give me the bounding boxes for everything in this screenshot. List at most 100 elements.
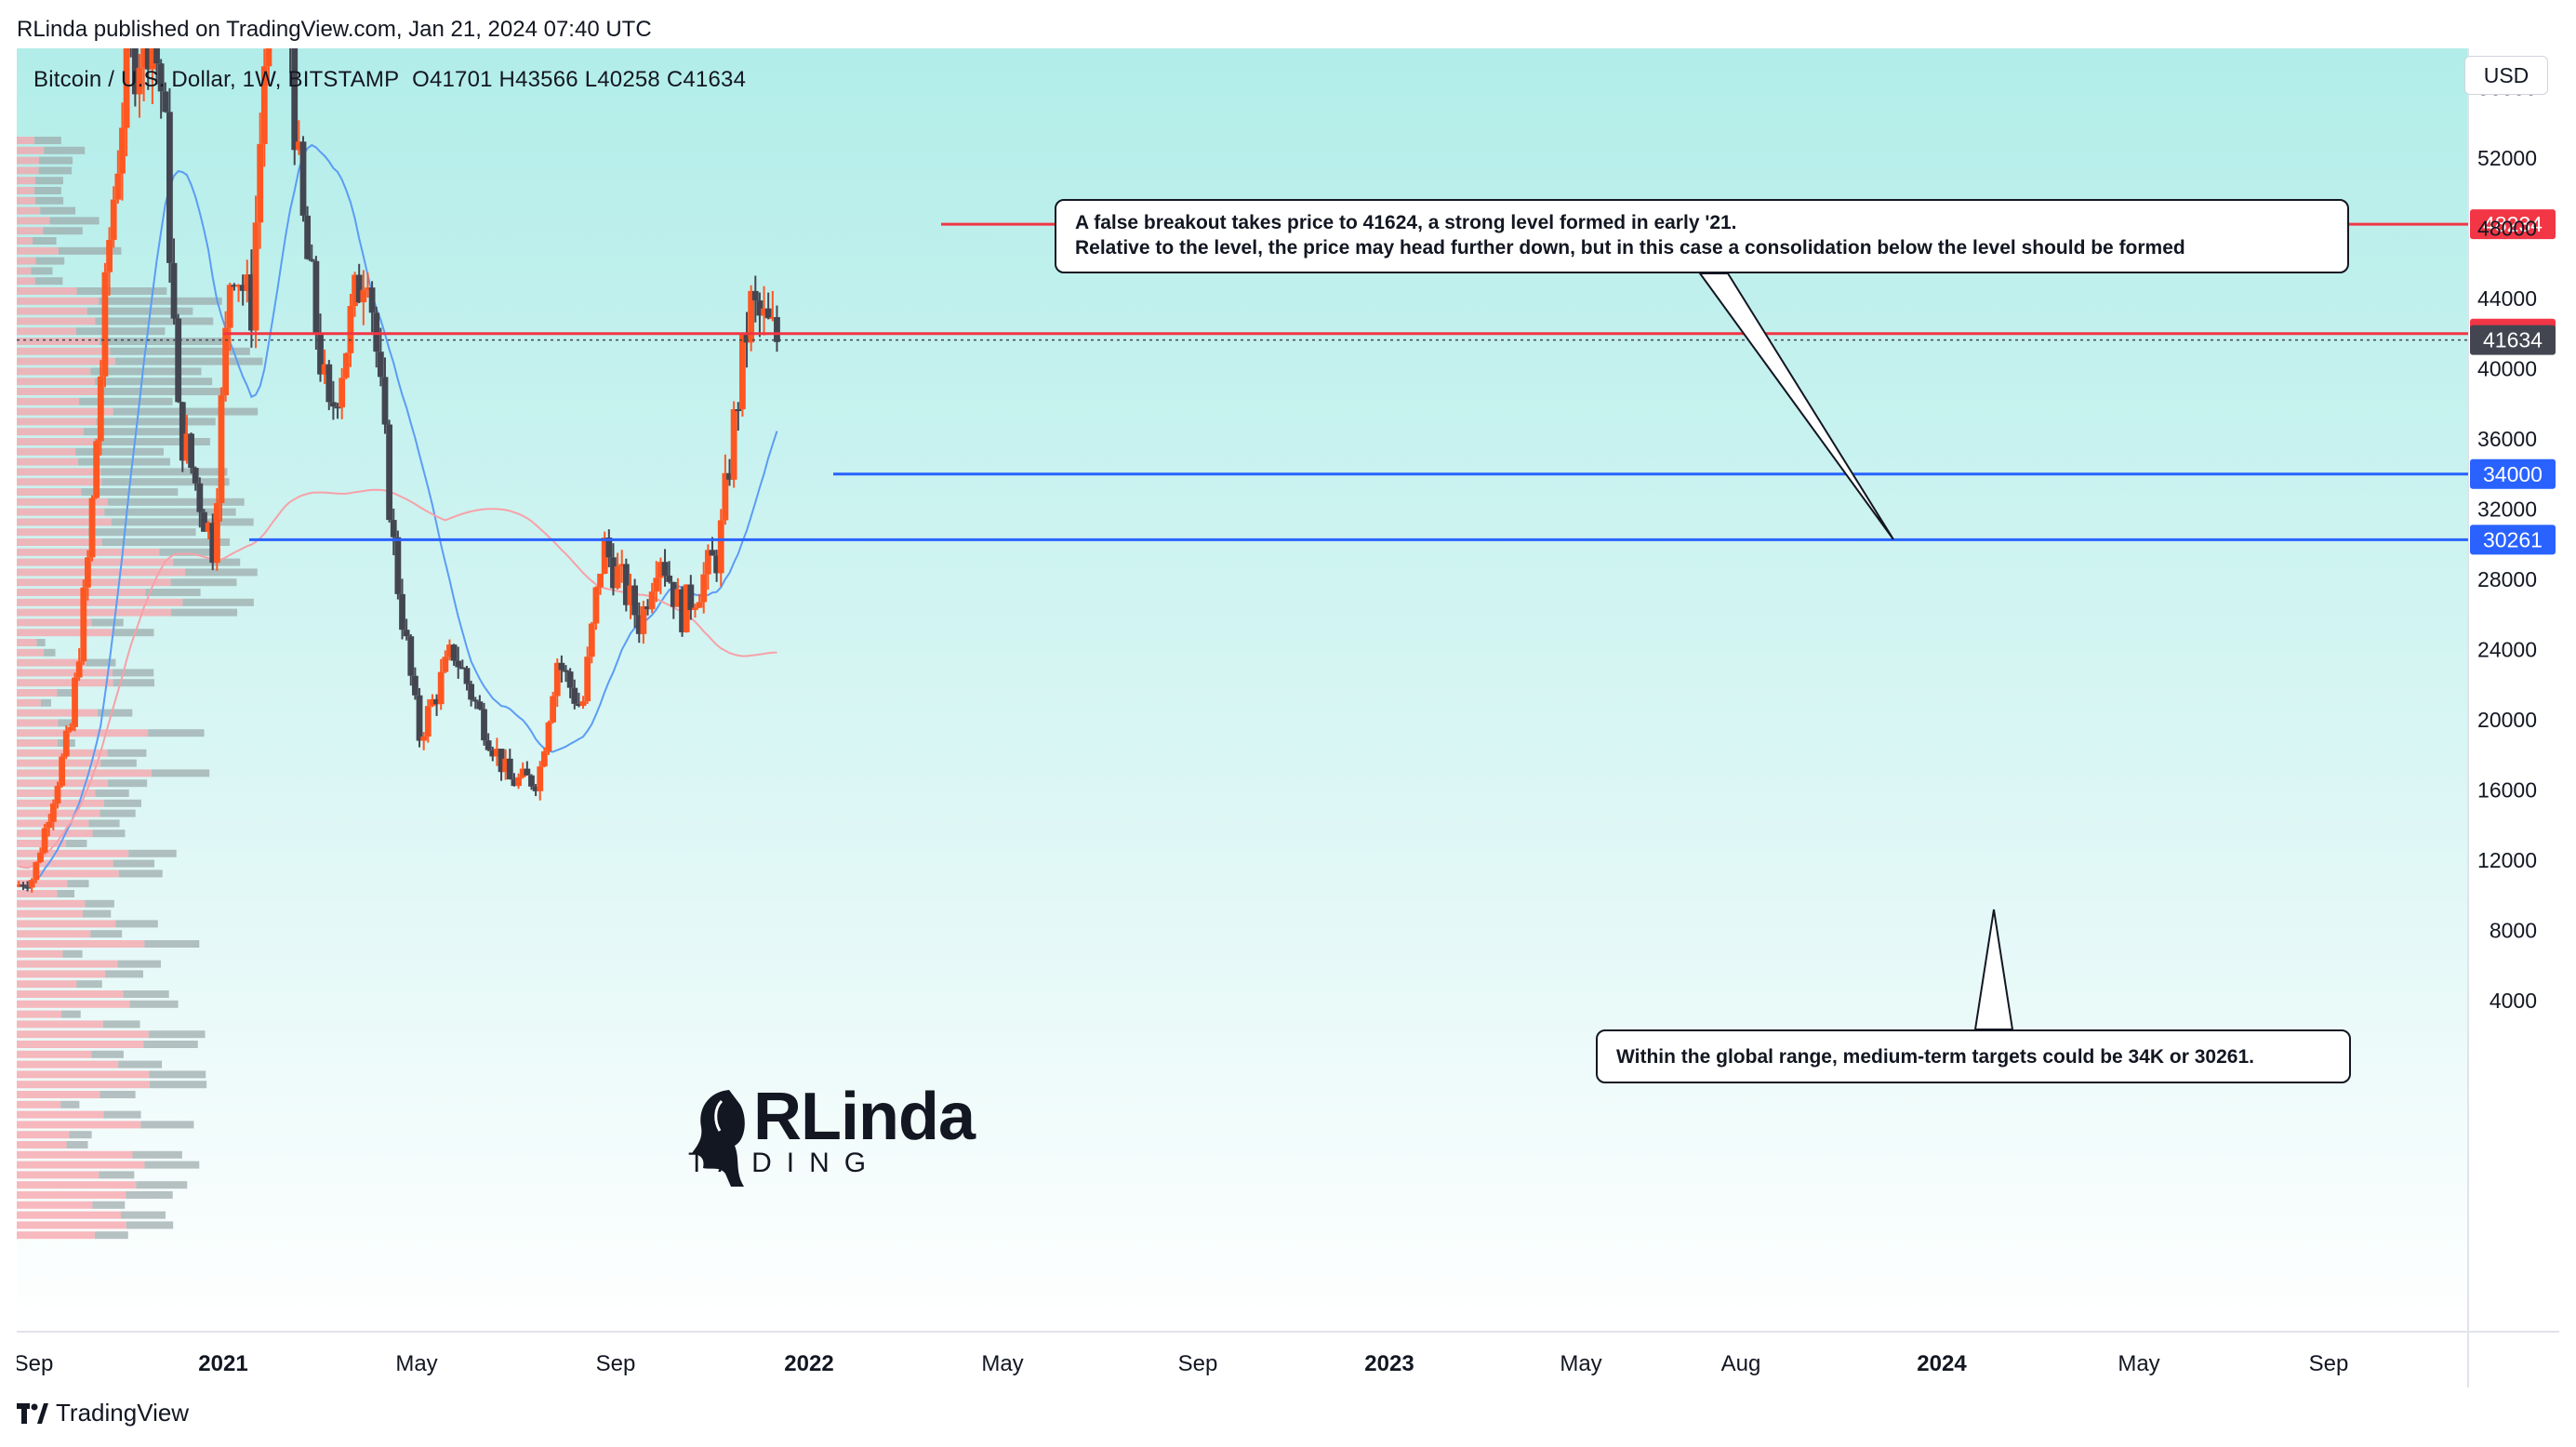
candle [429, 694, 436, 708]
level-price-label: 48234 [2483, 212, 2543, 236]
volume-bar-up [17, 277, 35, 285]
candle-body [566, 671, 574, 688]
candle-body [730, 409, 737, 480]
candle [257, 113, 264, 249]
candle [317, 313, 324, 382]
candle [136, 54, 143, 118]
candle [188, 432, 194, 474]
candle-body [631, 585, 639, 616]
candle-body [291, 48, 299, 151]
candle-body [446, 644, 453, 657]
candle-body [622, 564, 630, 605]
candle [764, 292, 772, 320]
candle-body [93, 441, 100, 498]
candle [584, 646, 591, 704]
volume-bar-down [113, 679, 155, 687]
candle [648, 582, 656, 614]
candle [537, 761, 544, 801]
candle [162, 82, 169, 113]
candle [365, 272, 371, 298]
volume-bar-up [17, 1211, 121, 1219]
volume-bar-down [126, 1221, 174, 1229]
candle-body [692, 607, 698, 610]
candle [450, 644, 458, 666]
candle-body [317, 332, 324, 375]
candle-body [528, 775, 535, 787]
time-tick-label: Sep [17, 1351, 53, 1376]
currency-button[interactable]: USD [2464, 56, 2548, 95]
volume-bar-up [17, 478, 102, 486]
candle-body [713, 555, 721, 574]
annotation-top: A false breakout takes price to 41624, a… [1055, 199, 2349, 273]
candle [640, 600, 647, 644]
symbol-legend[interactable]: Bitcoin / U.S. Dollar, 1W, BITSTAMP O417… [33, 67, 746, 93]
volume-bar-down [66, 1141, 88, 1148]
volume-bar-up [17, 327, 76, 336]
symbol-title: Bitcoin / U.S. Dollar, 1W, BITSTAMP [33, 67, 400, 92]
tradingview-footer[interactable]: TradingView [17, 1399, 189, 1427]
volume-bar-up [17, 1030, 149, 1039]
volume-bar-up [17, 528, 89, 537]
volume-bar-up [17, 729, 149, 737]
volume-bar-down [100, 1091, 136, 1098]
candle [67, 723, 74, 733]
candle-body [265, 48, 272, 67]
volume-bar-up [17, 709, 99, 717]
candle-body [489, 750, 497, 757]
candle [618, 550, 626, 583]
price-tick-label: 36000 [2477, 427, 2537, 451]
brand-head-icon [692, 1090, 745, 1187]
candle-body [588, 623, 595, 657]
volume-bar-down [34, 277, 63, 285]
volume-bar-up [17, 859, 113, 868]
volume-bar-up [17, 518, 112, 526]
volume-bar-down [95, 317, 214, 325]
volume-bar-up [17, 418, 97, 426]
candle [455, 646, 462, 679]
volume-bar-up [17, 639, 37, 646]
volume-bar-down [38, 166, 73, 175]
candle [670, 581, 677, 619]
candle [532, 784, 539, 797]
candle-body [101, 272, 109, 377]
tradingview-logo-icon [17, 1402, 48, 1424]
candle [62, 725, 70, 760]
candle-body [687, 584, 695, 610]
volume-bar-down [118, 1060, 163, 1069]
candle-body [75, 661, 83, 678]
last-price-badge [2470, 325, 2556, 355]
volume-bar-down [100, 759, 137, 767]
volume-bar-down [34, 177, 63, 185]
candle [244, 259, 251, 303]
candle [420, 732, 428, 750]
candle-body [59, 756, 66, 787]
candle-body [46, 821, 53, 829]
candle-body [62, 730, 70, 757]
candle [566, 668, 574, 698]
level-price-label: 30261 [2483, 527, 2543, 551]
candle-body [136, 67, 143, 95]
volume-bar-up [17, 447, 76, 456]
volume-bar-down [36, 639, 46, 646]
candle-body [726, 472, 733, 480]
candle-body [252, 222, 259, 331]
volume-bar-up [17, 257, 36, 265]
candle [394, 530, 402, 600]
volume-bar-up [17, 1231, 95, 1240]
candle-body [468, 684, 475, 700]
candle [114, 150, 122, 204]
candle-body [37, 852, 44, 863]
candle [59, 753, 66, 788]
volume-bar-up [17, 739, 58, 747]
level-price-badge [2470, 524, 2556, 555]
volume-bar-up [17, 227, 44, 235]
volume-bar-down [149, 1070, 206, 1079]
candle [545, 720, 552, 755]
volume-bar-up [17, 347, 111, 355]
candle [635, 602, 643, 644]
volume-bar-down [76, 287, 167, 295]
candle-body [511, 779, 518, 787]
candle [433, 694, 440, 716]
candle-body [416, 695, 423, 741]
time-tick-label: May [395, 1351, 437, 1376]
